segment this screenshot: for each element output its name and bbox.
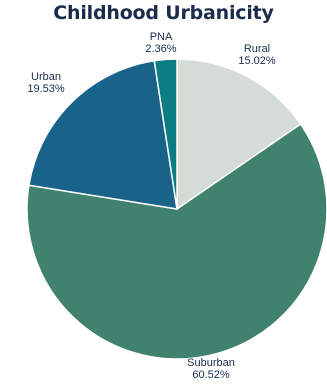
slice-label-name: PNA [150,31,173,43]
slice-label-suburban: Suburban 60.52% [187,357,235,381]
slice-label-value: 15.02% [238,55,276,67]
slice-label-urban: Urban 19.53% [27,71,65,95]
slice-label-pna: PNA 2.36% [145,31,176,55]
slice-label-value: 19.53% [27,83,65,95]
slice-label-value: 60.52% [192,369,230,381]
slice-label-name: Urban [31,71,61,83]
pie-slice-pna [153,58,178,210]
pie-slice-urban [28,59,178,210]
slice-label-rural: Rural 15.02% [238,43,276,67]
pie-slice-rural [176,58,302,211]
chart-title: Childhood Urbanicity [53,2,274,24]
slice-label-name: Rural [244,43,270,55]
slice-label-name: Suburban [187,357,235,369]
slice-label-value: 2.36% [145,43,176,55]
